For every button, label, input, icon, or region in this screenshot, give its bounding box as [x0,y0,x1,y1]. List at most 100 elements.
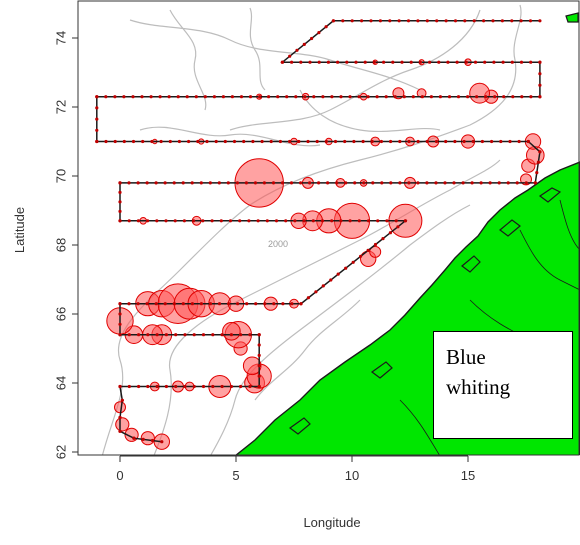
station-dot [172,181,176,185]
catch-bubble [222,322,241,341]
station-dot [158,95,162,99]
station-dot [230,95,234,99]
station-dot [118,200,122,204]
station-dot [248,333,252,337]
station-dot [517,139,521,144]
station-dot [324,25,328,29]
station-dot [299,181,303,185]
station-dot [348,95,352,99]
station-dot [239,333,243,337]
station-dot [344,181,348,185]
station-dot [317,181,321,185]
station-dot [192,219,196,223]
species-label-line2: whiting [446,375,511,399]
station-dot [289,181,294,185]
station-dot [181,181,185,185]
station-dot [446,60,450,64]
station-dot [370,139,374,144]
border-line [399,399,440,455]
station-dot [293,219,297,223]
station-dot [366,219,371,223]
station-dot [145,302,149,306]
station-dot [438,95,442,99]
station-dot [484,95,488,99]
catch-bubble [469,82,491,104]
station-dot [400,60,404,64]
station-dot [288,139,292,144]
station-dot [163,181,167,185]
y-tick-label: 74 [53,31,68,45]
station-dot [488,181,492,185]
station-dot [167,95,171,99]
species-label-box: Blue whiting [433,331,573,439]
station-dot [429,95,433,99]
station-dot [501,60,505,64]
station-dot [470,181,474,185]
station-dot [335,181,339,185]
station-dot [472,19,476,23]
station-dot [146,384,150,389]
station-dot [194,95,198,99]
station-dot [502,95,506,99]
station-dot [118,333,122,337]
island [499,219,521,237]
station-dot [256,219,260,223]
station-dot [389,139,393,144]
station-dot [149,95,153,99]
station-dot [267,95,271,99]
station-dot [330,95,334,99]
station-dot [336,60,340,64]
station-dot [407,139,411,144]
station-dot [219,219,223,223]
station-dot [455,60,459,64]
station-dot [345,60,349,64]
station-dot [145,181,149,185]
station-dot [192,384,196,389]
station-dot [146,333,150,337]
contour-line [254,299,361,401]
y-tick-label: 64 [53,376,68,390]
station-dot [280,60,284,64]
station-dot [538,150,542,154]
station-dot [220,333,224,337]
station-dot [104,95,108,99]
station-dot [538,19,542,23]
station-dot [443,181,447,185]
station-dot [357,219,361,223]
station-dot [226,181,230,185]
catch-bubble [114,401,126,414]
station-dot [344,266,348,270]
station-dot [308,60,312,64]
contour-line [153,159,501,455]
contour-depth-label: 2000 [268,239,288,249]
station-dot [281,302,285,306]
station-dot [482,19,486,23]
station-dot [306,296,310,300]
station-dot [302,219,306,223]
station-dot [297,139,301,144]
station-dot [353,181,357,185]
station-dot [127,302,131,306]
station-dot [462,139,466,144]
station-dot [538,95,542,99]
station-dot [190,302,194,306]
station-dot [341,19,345,23]
station-dot [263,302,267,306]
station-dot [510,19,514,23]
station-dot [239,384,243,389]
station-dot [141,139,145,144]
station-dot [379,139,383,144]
station-dot [253,181,257,185]
island [288,417,311,435]
station-dot [372,60,376,64]
station-dot [136,219,140,223]
station-dot [306,139,310,144]
station-dot [366,248,370,252]
station-dot [453,139,457,144]
station-dot [217,302,222,306]
station-dot [493,95,497,99]
station-dot [378,19,382,23]
station-dot [303,95,307,99]
station-dot [118,302,122,306]
